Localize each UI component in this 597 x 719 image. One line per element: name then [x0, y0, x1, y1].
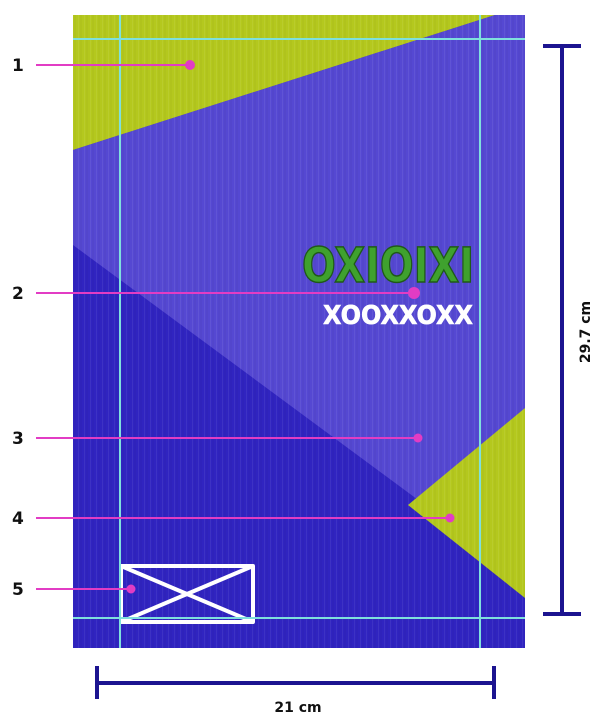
callout-number: 4	[12, 509, 24, 529]
callout-number: 2	[12, 284, 24, 304]
artwork-paper	[73, 15, 525, 648]
crayon-texture	[73, 15, 525, 648]
height-label: 29.7 cm	[578, 301, 594, 363]
callout-number: 5	[12, 580, 24, 600]
callout-number: 1	[12, 56, 24, 76]
artwork-text-large: OXIOIXI	[302, 238, 474, 294]
callout-number: 3	[12, 429, 24, 449]
artwork-text-small: XOOXXOXX	[323, 301, 473, 331]
height-dimension	[545, 46, 579, 614]
width-dimension	[97, 668, 494, 697]
width-label: 21 cm	[274, 700, 321, 716]
